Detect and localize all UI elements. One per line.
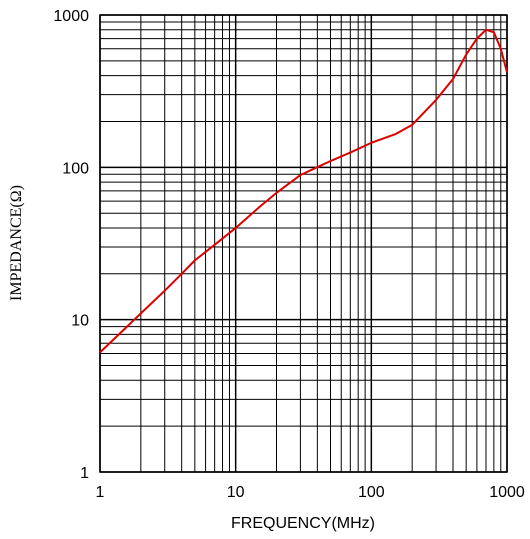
y-tick-label: 100 — [62, 160, 89, 177]
x-tick-label: 1000 — [489, 484, 525, 501]
y-tick-label: 1000 — [53, 8, 89, 25]
x-axis-label: FREQUENCY(MHz) — [231, 515, 375, 532]
x-tick-label: 100 — [358, 484, 385, 501]
plot-frame — [99, 14, 508, 473]
impedance-curve — [99, 28, 508, 354]
x-tick-label: 10 — [227, 484, 245, 501]
y-axis-label: IMPEDANCE(Ω) — [8, 185, 25, 301]
y-tick-label: 1 — [80, 465, 89, 482]
y-tick-label: 10 — [71, 313, 89, 330]
x-tick-label: 1 — [96, 484, 105, 501]
